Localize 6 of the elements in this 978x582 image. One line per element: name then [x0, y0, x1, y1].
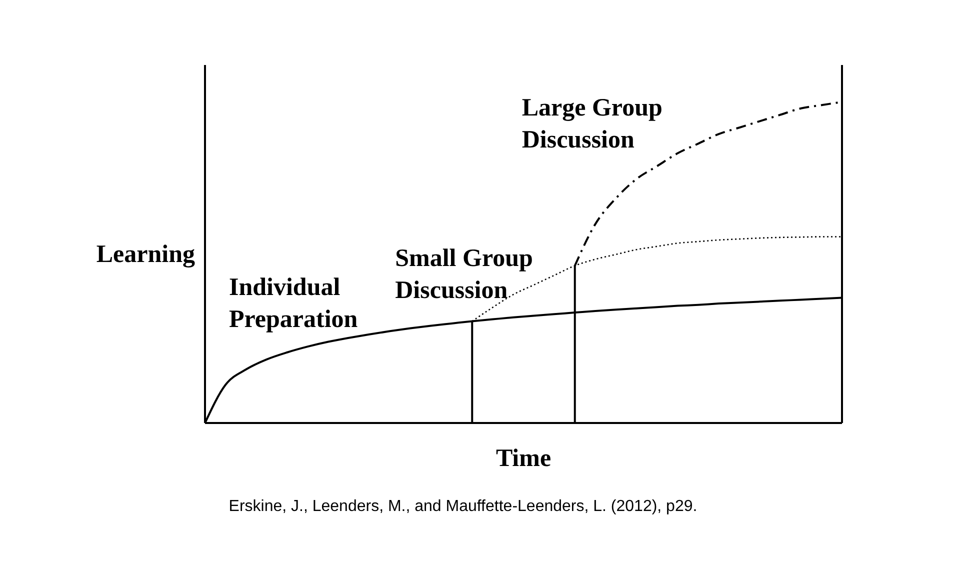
series-label: Small Group Discussion [395, 245, 533, 304]
series-label: Individual Preparation [229, 274, 358, 333]
text: Erskine, J., Leenders, M., and Mauffette-Leenders, L. (2012), p29. [228, 498, 698, 515]
y-axis-title: Learning [96, 241, 196, 268]
series-label: Large Group Discussion [522, 94, 662, 154]
x-axis-title: Time [496, 445, 552, 472]
